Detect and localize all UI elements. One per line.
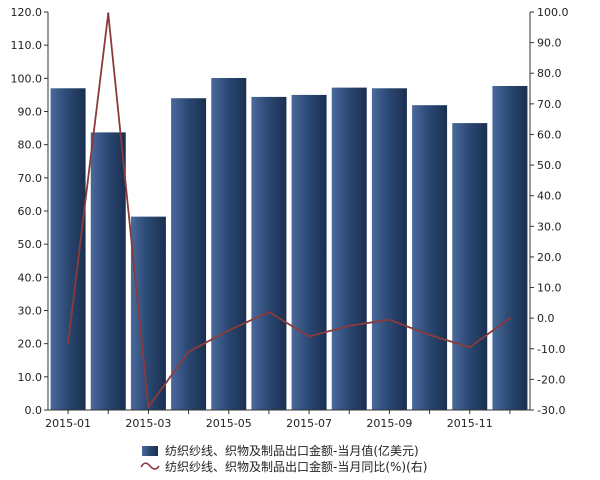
y-right-tick-label: -20.0 <box>537 373 565 386</box>
y-right-tick-label: 100.0 <box>537 6 569 19</box>
y-right-tick-label: 20.0 <box>537 251 562 264</box>
line-point-2015-11 <box>468 346 471 349</box>
y-left-tick-label: 110.0 <box>11 39 43 52</box>
bar-2015-11 <box>452 123 488 410</box>
y-right-tick-label: 10.0 <box>537 282 562 295</box>
line-point-2015-04 <box>187 350 190 354</box>
y-left-tick-label: 70.0 <box>18 172 43 185</box>
x-tick-label: 2015-09 <box>366 417 412 430</box>
y-left-tick-label: 50.0 <box>18 238 43 251</box>
legend-label-bar: 纺织纱线、织物及制品出口金额-当月值(亿美元) <box>165 443 419 458</box>
y-right-tick-label: 0.0 <box>537 312 555 325</box>
y-left-tick-label: 100.0 <box>11 72 43 85</box>
line-point-2015-01 <box>66 341 70 344</box>
line-point-2015-07 <box>307 335 311 338</box>
y-left-tick-label: 0.0 <box>25 404 43 417</box>
y-right-tick-label: 60.0 <box>537 128 562 141</box>
bar-2015-04 <box>171 98 207 410</box>
y-left-tick-label: 10.0 <box>18 371 43 384</box>
legend-swatch-bar <box>142 446 158 456</box>
y-left-tick-label: 80.0 <box>18 139 43 152</box>
line-point-2015-09 <box>388 318 391 321</box>
legend-swatch-line <box>140 462 160 470</box>
y-left-tick-label: 60.0 <box>18 205 43 218</box>
bars-layer <box>50 78 528 411</box>
bar-2015-05 <box>211 78 247 411</box>
y-right-tick-label: 90.0 <box>537 37 562 50</box>
line-point-2015-02 <box>107 12 110 15</box>
y-right-tick-label: 30.0 <box>537 220 562 233</box>
y-left-tick-label: 120.0 <box>11 6 43 19</box>
y-right-tick-label: 40.0 <box>537 190 562 203</box>
legend: 纺织纱线、织物及制品出口金额-当月值(亿美元) 纺织纱线、织物及制品出口金额-当… <box>140 443 427 474</box>
x-tick-label: 2015-03 <box>125 417 171 430</box>
line-point-2015-06 <box>267 310 271 314</box>
y-right-tick-label: 80.0 <box>537 67 562 80</box>
bar-2015-06 <box>251 96 287 410</box>
line-point-2015-08 <box>348 324 351 328</box>
legend-label-line: 纺织纱线、织物及制品出口金额-当月同比(%)(右) <box>165 459 427 474</box>
bar-2015-10 <box>412 105 448 410</box>
bar-2015-12 <box>492 85 528 410</box>
bar-2015-02 <box>90 132 126 410</box>
line-point-2015-12 <box>508 316 512 320</box>
line-series-yoy <box>67 12 511 408</box>
x-tick-label: 2015-05 <box>206 417 252 430</box>
axes-layer: 0.0 10.0 20.0 30.0 40.0 50.0 60.0 70.0 80.0 90.0 1… <box>11 6 569 430</box>
x-tick-label: 2015-11 <box>447 417 493 430</box>
y-left-tick-label: 40.0 <box>18 271 43 284</box>
y-left-tick-label: 20.0 <box>18 338 43 351</box>
y-right-tick-label: 50.0 <box>537 159 562 172</box>
x-tick-label: 2015-01 <box>45 417 91 430</box>
bar-2015-03 <box>130 216 166 410</box>
y-left-tick-label: 30.0 <box>18 305 43 318</box>
y-right-tick-label: -10.0 <box>537 343 565 356</box>
y-right-tick-label: 70.0 <box>537 98 562 111</box>
line-point-2015-03 <box>147 405 150 409</box>
bar-2015-08 <box>331 87 367 411</box>
y-left-tick-label: 90.0 <box>18 106 43 119</box>
line-layer <box>66 12 512 409</box>
x-tick-label: 2015-07 <box>286 417 332 430</box>
y-right-tick-label: -30.0 <box>537 404 565 417</box>
bar-2015-09 <box>371 88 407 411</box>
line-point-2015-10 <box>428 333 431 337</box>
bar-2015-07 <box>291 94 327 411</box>
line-point-2015-05 <box>227 329 230 332</box>
